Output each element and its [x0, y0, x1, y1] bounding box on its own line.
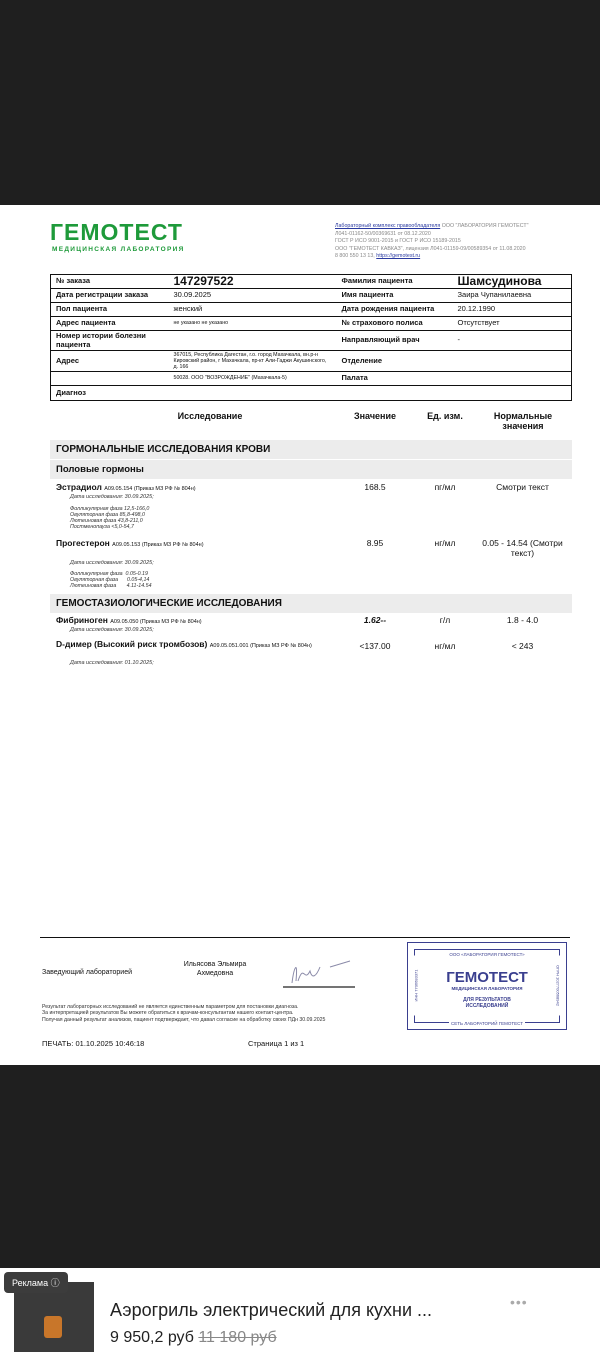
patient-info-table: № заказа 147297522 Фамилия пациента Шамсуди… [50, 274, 572, 386]
test-estradiol: Эстрадиол A09.05.154 (Приказ МЗ РФ № 804… [56, 482, 196, 492]
order-number: 147297522 [168, 274, 337, 289]
test-date: Дата исследования: 01.10.2025; [70, 660, 154, 666]
test-date: Дата исследования: 30.09.2025; [70, 494, 154, 500]
signer-role: Заведующий лабораторией [42, 969, 132, 976]
value: 8.95 [366, 538, 384, 548]
logo: ГЕМОТЕСТ [50, 219, 183, 245]
surname: Шамсудинова [452, 274, 572, 289]
reference-note: Фолликулярная фаза 12,5-166,0 Овуляторна… [70, 506, 150, 530]
old-price: 11 180 руб [198, 1329, 277, 1346]
print-date: ПЕЧАТЬ: 01.10.2025 10:46:18 [42, 1039, 145, 1048]
lab-report: ГЕМОТЕСТ МЕДИЦИНСКАЯ ЛАБОРАТОРИЯ Лаборат… [0, 205, 600, 1065]
more-options-icon[interactable]: ••• [510, 1294, 528, 1310]
value: 168.5 [364, 482, 386, 492]
section-hormones: ГОРМОНАЛЬНЫЕ ИССЛЕДОВАНИЯ КРОВИ [50, 440, 572, 459]
ad-banner[interactable]: Реклама ⓘ Аэрогриль электрический для ку… [0, 1268, 600, 1352]
ad-badge[interactable]: Реклама ⓘ [4, 1272, 68, 1293]
logo-subtitle: МЕДИЦИНСКАЯ ЛАБОРАТОРИЯ [52, 246, 185, 253]
ad-price: 9 950,2 руб 11 180 руб [110, 1329, 277, 1346]
unit: г/л [439, 615, 451, 625]
disclaimer: Результат лабораторных исследований не я… [42, 1004, 326, 1023]
col-value: Значение [353, 411, 397, 421]
info-icon: ⓘ [50, 1278, 60, 1288]
col-test: Исследование [177, 411, 243, 421]
reference-note: Фолликулярная фаза 0.05-0.19 Овуляторная… [70, 571, 152, 589]
signer-name: Ильясова Эльмира Ахмедовна [183, 961, 247, 977]
norm: < 243 [511, 641, 534, 651]
website-link[interactable]: https://gemotest.ru [376, 253, 421, 260]
lab-info: Лабораторный комплекс правообладателя ОО… [335, 223, 529, 260]
unit: нг/мл [434, 538, 456, 548]
lab-link[interactable]: Лабораторный комплекс правообладателя [335, 223, 441, 229]
test-fibrinogen: Фибриноген A09.05.050 (Приказ МЗ РФ № 80… [56, 615, 202, 625]
page-number: Страница 1 из 1 [248, 1039, 305, 1048]
col-unit: Ед. изм. [427, 411, 463, 421]
unit: нг/мл [434, 641, 456, 651]
norm: 0.05 - 14.54 (Смотри текст) [482, 538, 563, 558]
test-date: Дата исследования: 30.09.2025; [70, 560, 154, 566]
col-norm: Нормальные значения [493, 411, 553, 431]
patient-info: № заказа 147297522 Фамилия пациента Шамсуди… [50, 274, 572, 401]
norm: Смотри текст [496, 482, 549, 492]
product-image[interactable] [14, 1282, 94, 1352]
section-sex-hormones: Половые гормоны [50, 460, 572, 479]
value: <137.00 [359, 641, 391, 651]
stamp: ООО «ЛАБОРАТОРИЯ ГЕМОТЕСТ» ГЕМОТЕСТ МЕДИ… [407, 942, 567, 1030]
section-hemostasis: ГЕМОСТАЗИОЛОГИЧЕСКИЕ ИССЛЕДОВАНИЯ [50, 594, 572, 613]
ad-title[interactable]: Аэрогриль электрический для кухни ... [110, 1300, 433, 1320]
test-d-dimer: D-димер (Высокий риск тромбозов) A09.05.… [56, 639, 312, 650]
diagnosis-row: Диагноз [50, 386, 572, 401]
signature [283, 960, 355, 988]
norm: 1.8 - 4.0 [506, 615, 539, 625]
value: 1.62-- [363, 615, 387, 625]
unit: пг/мл [434, 482, 456, 492]
divider [40, 937, 570, 938]
test-progesterone: Прогестерон A09.05.153 (Приказ МЗ РФ № 8… [56, 538, 204, 548]
test-date: Дата исследования: 30.09.2025; [70, 627, 154, 633]
